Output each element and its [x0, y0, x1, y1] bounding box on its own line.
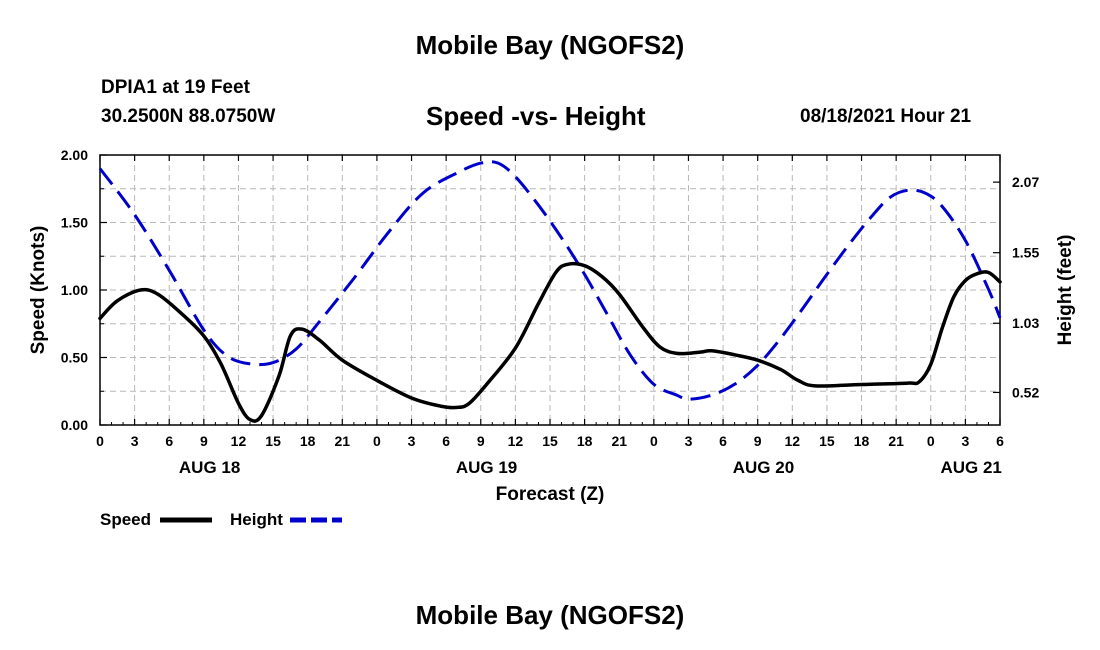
x-tick-label: 0 [650, 433, 658, 449]
y-left-tick-label: 0.50 [61, 350, 88, 366]
x-tick-label: 6 [165, 433, 173, 449]
x-tick-label: 9 [477, 433, 485, 449]
x-tick-label: 15 [542, 433, 558, 449]
x-tick-label: 15 [265, 433, 281, 449]
x-tick-label: 9 [200, 433, 208, 449]
date-label: AUG 18 [179, 458, 240, 477]
page-title: Mobile Bay (NGOFS2) [415, 30, 685, 60]
y-right-axis-title: Height (feet) [1055, 235, 1076, 346]
x-tick-label: 6 [996, 433, 1004, 449]
y-left-axis-title: Speed (Knots) [28, 226, 49, 355]
x-tick-label: 18 [854, 433, 870, 449]
x-tick-label: 15 [819, 433, 835, 449]
series-line-height [98, 160, 1002, 401]
axis-ticks [99, 154, 1001, 426]
legend-label-speed: Speed [100, 510, 151, 529]
footer-title: Mobile Bay (NGOFS2) [415, 600, 685, 630]
x-tick-label: 3 [961, 433, 969, 449]
x-tick-label: 21 [335, 433, 351, 449]
y-right-tick-label: 0.52 [1012, 384, 1039, 400]
legend: Speed Height [100, 510, 342, 529]
date-label: AUG 20 [733, 458, 794, 477]
y-left-tick-label: 0.00 [61, 417, 88, 433]
date-label: AUG 21 [940, 458, 1001, 477]
date-label: AUG 19 [456, 458, 517, 477]
x-tick-label: 12 [785, 433, 801, 449]
x-tick-label: 3 [408, 433, 416, 449]
y-right-tick-label: 1.03 [1012, 315, 1039, 331]
x-tick-label: 12 [231, 433, 247, 449]
legend-label-height: Height [230, 510, 283, 529]
station-label: DPIA1 at 19 Feet [101, 77, 250, 98]
axis-labels: 0 3 6 9 12 15 18 21 0 3 6 9 12 15 18 21 0 3 6 9 12 15 18 21 0 3 6 0… [28, 147, 1076, 505]
x-tick-label: 6 [719, 433, 727, 449]
x-tick-label: 3 [131, 433, 139, 449]
y-right-tick-label: 1.55 [1012, 245, 1039, 261]
x-tick-label: 18 [300, 433, 316, 449]
y-left-tick-label: 2.00 [61, 147, 88, 163]
chart-grid [100, 155, 1000, 425]
series-layer [98, 160, 1002, 423]
x-tick-label: 0 [927, 433, 935, 449]
x-tick-label: 3 [685, 433, 693, 449]
x-tick-label: 18 [577, 433, 593, 449]
coordinates-label: 30.2500N 88.0750W [101, 106, 276, 127]
y-left-tick-label: 1.00 [61, 282, 88, 298]
x-tick-label: 0 [96, 433, 104, 449]
x-tick-label: 21 [611, 433, 627, 449]
x-tick-label: 6 [442, 433, 450, 449]
series-line-speed [98, 262, 1002, 423]
y-left-tick-label: 1.50 [61, 215, 88, 231]
x-tick-label: 9 [754, 433, 762, 449]
x-axis-title: Forecast (Z) [496, 484, 605, 505]
x-tick-label: 12 [508, 433, 524, 449]
x-tick-label: 0 [373, 433, 381, 449]
x-tick-label: 21 [888, 433, 904, 449]
chart-subtitle: Speed -vs- Height [426, 101, 646, 131]
y-right-tick-label: 2.07 [1012, 174, 1039, 190]
forecast-datetime: 08/18/2021 Hour 21 [800, 106, 972, 127]
